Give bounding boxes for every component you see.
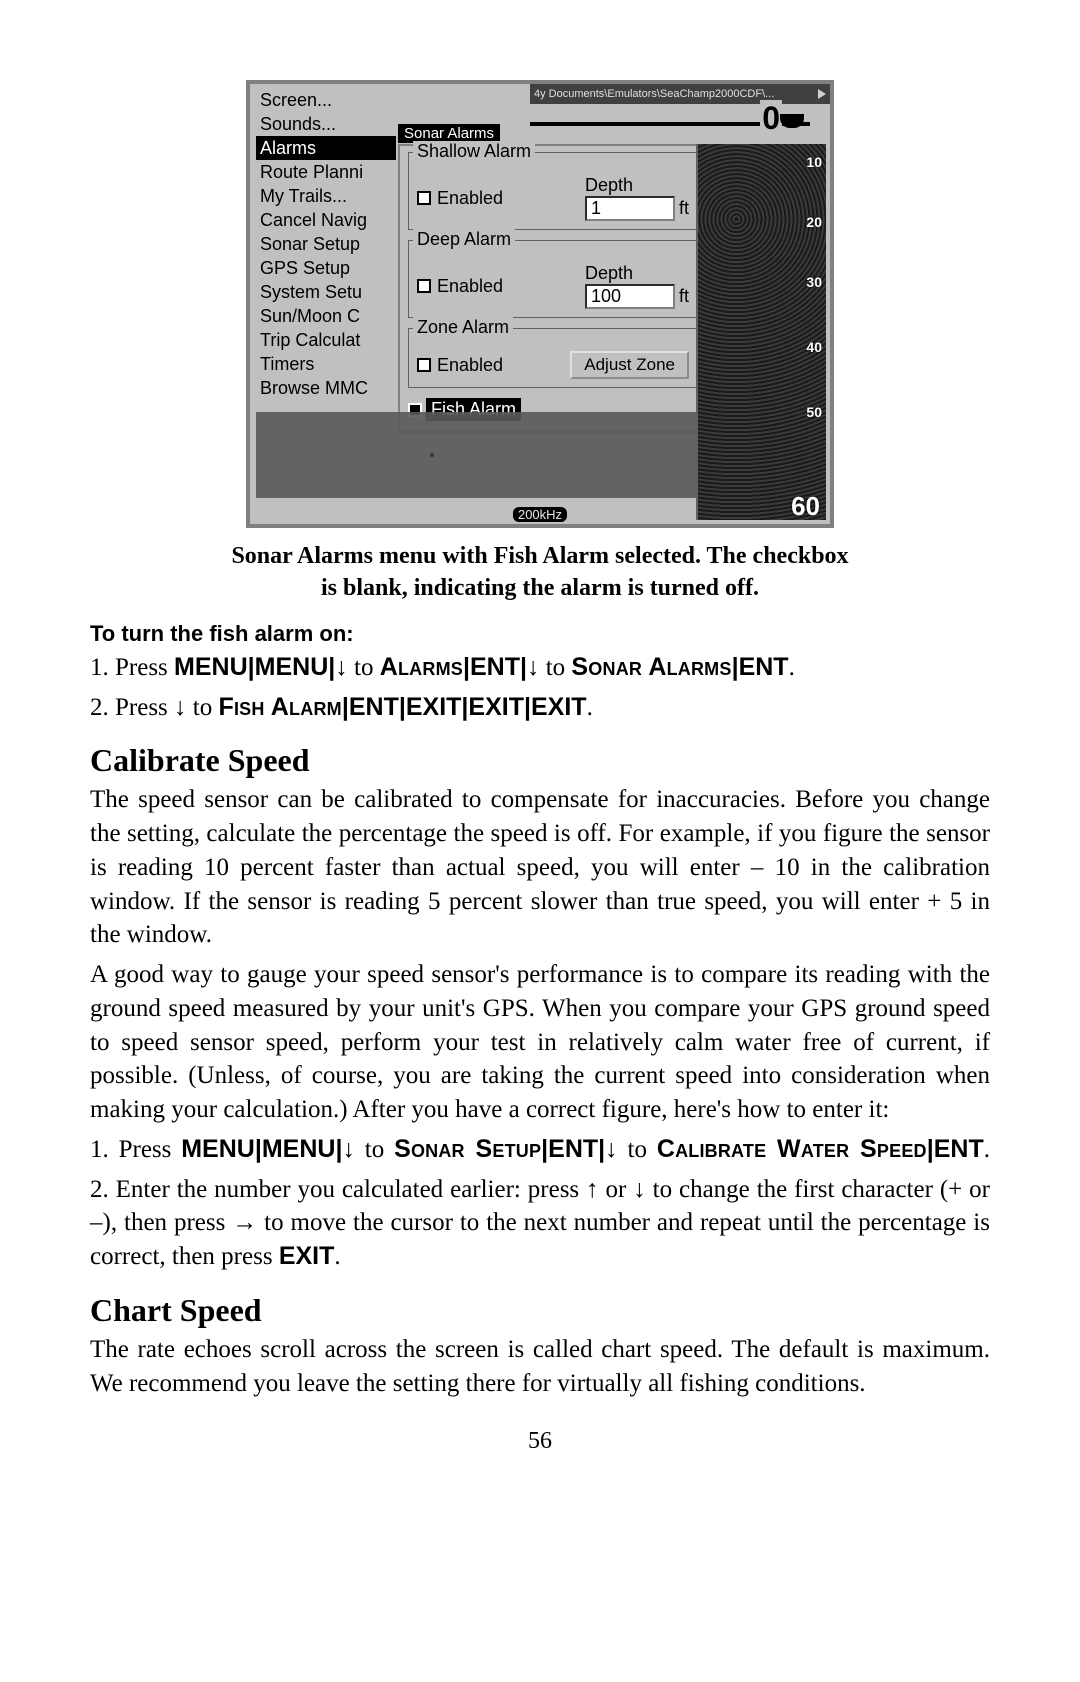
depth-unit: ft [679,286,689,306]
manual-page: 4y Documents\Emulators\SeaChamp2000CDF\.… [0,0,1080,1682]
titlebar-path: 4y Documents\Emulators\SeaChamp2000CDF\.… [534,88,774,100]
menu-item[interactable]: My Trails... [256,184,396,208]
menu-item[interactable]: Cancel Navig [256,208,396,232]
deep-depth-input[interactable]: 100 [585,284,675,309]
menu-item[interactable]: Sun/Moon C [256,304,396,328]
group-legend: Shallow Alarm [413,141,535,162]
shallow-depth-input[interactable]: 1 [585,196,675,221]
titlebar-arrow-icon [818,89,826,99]
cal-step-1: 1. Press MENU|MENU|↓ to Sonar Setup|ENT|… [90,1133,990,1167]
step-1: 1. Press MENU|MENU|↓ to Alarms|ENT|↓ to … [90,651,990,685]
section-heading: Calibrate Speed [90,742,990,779]
shallow-alarm-group: Shallow Alarm Enabled Depth 1ft [408,152,698,230]
sonar-noise [256,412,696,498]
deep-alarm-group: Deep Alarm Enabled Depth 100ft [408,240,698,318]
depth-tick: 40 [806,339,822,355]
adjust-zone-button[interactable]: Adjust Zone [570,351,689,379]
sonar-waterfall: 10 20 30 40 50 [696,144,826,520]
menu-item[interactable]: GPS Setup [256,256,396,280]
procedure-heading: To turn the fish alarm on: [90,621,990,647]
cal-step-2: 2. Enter the number you calculated earli… [90,1173,990,1274]
group-legend: Deep Alarm [413,229,515,250]
depth-tick: 50 [806,404,822,420]
sonar-alarms-dialog: Shallow Alarm Enabled Depth 1ft Deep Ala… [398,144,708,433]
deep-enabled-checkbox[interactable]: Enabled [417,276,503,297]
zone-alarm-group: Zone Alarm Enabled Adjust Zone [408,328,698,388]
checkbox-label: Enabled [437,276,503,297]
surface-line: 0 [530,106,810,138]
depth-label: Depth [585,263,689,284]
menu-item[interactable]: Route Planni [256,160,396,184]
sonar-alarms-screenshot: 4y Documents\Emulators\SeaChamp2000CDF\.… [246,80,834,528]
body-paragraph: The rate echoes scroll across the screen… [90,1333,990,1401]
menu-item[interactable]: System Setu [256,280,396,304]
body-paragraph: The speed sensor can be calibrated to co… [90,783,990,952]
body-paragraph: A good way to gauge your speed sensor's … [90,958,990,1127]
depth-label: Depth [585,175,689,196]
depth-tick: 20 [806,214,822,230]
checkbox-icon [417,279,431,293]
menu-item-selected[interactable]: Alarms [256,136,396,160]
depth-tick: 30 [806,274,822,290]
frequency-badge: 200kHz [513,507,567,522]
step-2: 2. Press ↓ to Fish Alarm|ENT|EXIT|EXIT|E… [90,691,990,725]
section-heading: Chart Speed [90,1292,990,1329]
menu-item[interactable]: Screen... [256,88,396,112]
zone-enabled-checkbox[interactable]: Enabled [417,355,503,376]
main-menu[interactable]: Screen... Sounds... Alarms Route Planni … [256,88,396,400]
checkbox-label: Enabled [437,188,503,209]
checkbox-icon [417,191,431,205]
page-number: 56 [90,1428,990,1455]
depth-tick: 10 [806,154,822,170]
depth-unit: ft [679,198,689,218]
figure-caption: Sonar Alarms menu with Fish Alarm select… [90,540,990,605]
menu-item[interactable]: Sounds... [256,112,396,136]
surface-depth-value: 0 [760,100,782,137]
checkbox-icon [417,358,431,372]
menu-item[interactable]: Browse MMC [256,376,396,400]
menu-item[interactable]: Timers [256,352,396,376]
checkbox-label: Enabled [437,355,503,376]
shallow-enabled-checkbox[interactable]: Enabled [417,188,503,209]
menu-item[interactable]: Sonar Setup [256,232,396,256]
bottom-depth-value: 60 [791,491,820,522]
group-legend: Zone Alarm [413,317,513,338]
window-titlebar: 4y Documents\Emulators\SeaChamp2000CDF\.… [530,84,830,104]
menu-item[interactable]: Trip Calculat [256,328,396,352]
